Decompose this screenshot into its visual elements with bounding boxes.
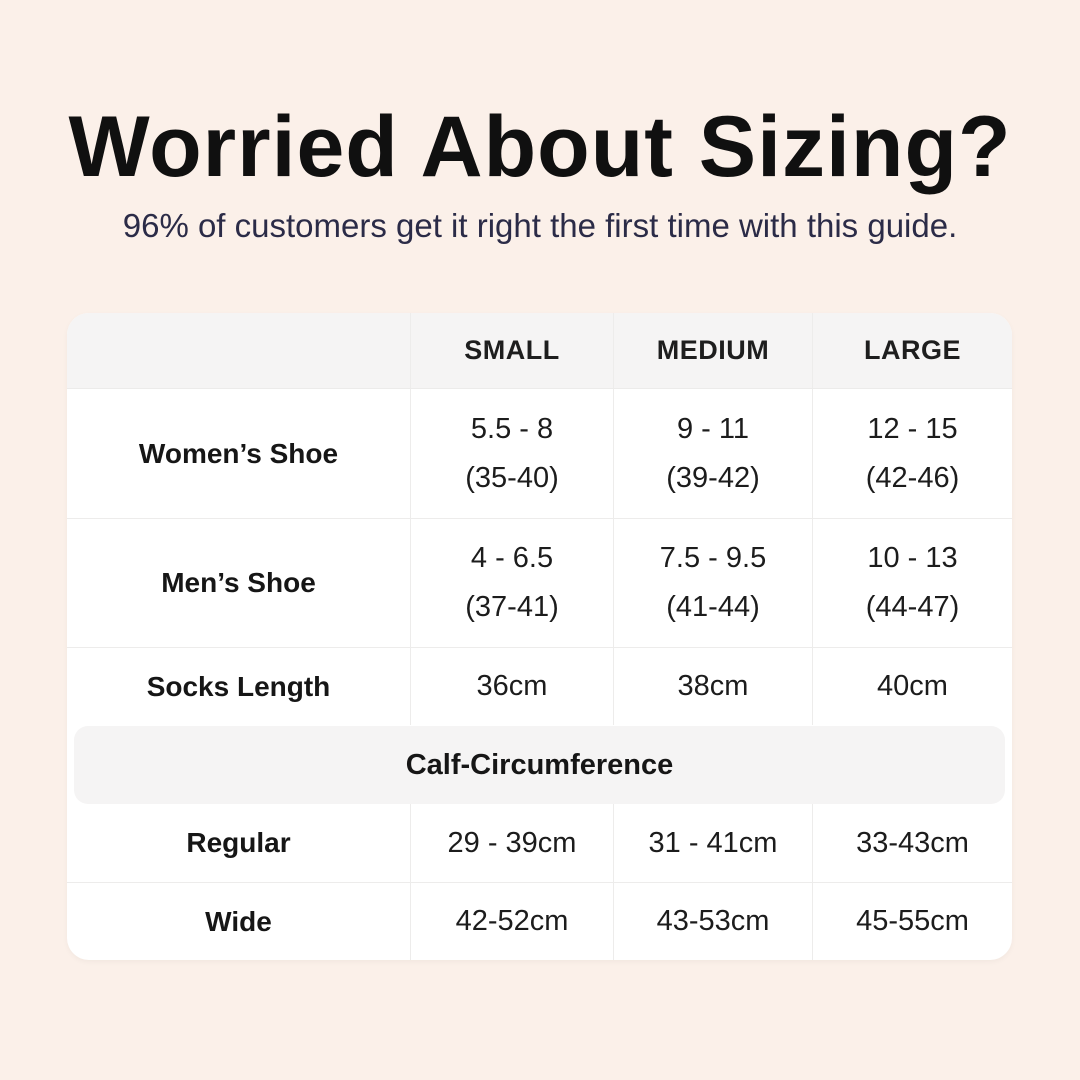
row-label: Socks Length: [146, 670, 331, 702]
size-value: 5.5 - 8: [470, 412, 554, 445]
size-value: 31 - 41cm: [648, 826, 778, 859]
row-label: Regular: [186, 827, 291, 858]
size-value: 38cm: [677, 670, 749, 702]
size-value: 4 - 6.5: [470, 542, 554, 574]
page-subtitle: 96% of customers get it right the first …: [122, 207, 958, 244]
size-value: (39-42): [666, 461, 760, 494]
table-row: Men’s Shoe 4 - 6.5 (37-41) 7.5 - 9.5 (41-44…: [67, 518, 1012, 647]
row-label-cell: Women’s Shoe: [67, 389, 410, 518]
size-cell: 42-52cm: [410, 883, 613, 960]
column-header-small: SMALL: [410, 313, 613, 388]
size-cell: 31 - 41cm: [613, 804, 812, 882]
size-table: SMALL MEDIUM LARGE Women’s Shoe 5.5 - 8 (…: [67, 313, 1012, 960]
column-header-medium: MEDIUM: [613, 313, 812, 388]
table-row: Socks Length 36cm 38cm 40cm: [67, 647, 1012, 725]
size-value: 9 - 11: [676, 412, 749, 445]
size-cell: 29 - 39cm: [410, 804, 613, 882]
size-value: (37-41): [465, 591, 559, 623]
size-cell: 43-53cm: [613, 883, 812, 960]
row-label-cell: Wide: [67, 883, 410, 960]
table-row: Women’s Shoe 5.5 - 8 (35-40) 9 - 11 (39-42)…: [67, 389, 1012, 518]
size-value: 29 - 39cm: [447, 826, 577, 859]
size-cell: 36cm: [410, 648, 613, 725]
size-cell: 45-55cm: [812, 883, 1012, 960]
size-value: 10 - 13: [867, 542, 958, 574]
row-label: Men’s Shoe: [161, 567, 316, 598]
row-label-cell: Regular: [67, 804, 410, 882]
row-label: Women’s Shoe: [138, 437, 339, 469]
table-header-row: SMALL MEDIUM LARGE: [67, 313, 1012, 389]
size-cell: 40cm: [812, 648, 1012, 725]
column-header-large: LARGE: [812, 313, 1012, 388]
section-header-row: Calf-Circumference: [67, 725, 1012, 804]
page-title: Worried About Sizing?: [68, 99, 1012, 195]
size-value: (44-47): [865, 591, 960, 623]
row-label-cell: Men’s Shoe: [67, 519, 410, 647]
size-cell: 38cm: [613, 648, 812, 725]
table-row: Wide 42-52cm 43-53cm 45-55cm: [67, 882, 1012, 960]
size-cell: 12 - 15 (42-46): [812, 389, 1012, 518]
row-label-cell: Socks Length: [67, 648, 410, 725]
row-label: Wide: [205, 905, 272, 937]
column-header-empty: [67, 313, 410, 388]
size-cell: 5.5 - 8 (35-40): [410, 389, 613, 518]
size-value: 7.5 - 9.5: [659, 542, 767, 574]
size-value: 12 - 15: [867, 412, 958, 445]
table-row: Regular 29 - 39cm 31 - 41cm 33-43cm: [67, 804, 1012, 882]
size-value: (42-46): [865, 461, 960, 494]
section-header-label: Calf-Circumference: [74, 726, 1005, 804]
size-cell: 33-43cm: [812, 804, 1012, 882]
size-value: 43-53cm: [656, 905, 770, 937]
size-value: 36cm: [476, 670, 548, 702]
size-value: (41-44): [666, 591, 760, 623]
size-value: 40cm: [877, 670, 948, 702]
size-cell: 9 - 11 (39-42): [613, 389, 812, 518]
size-cell: 4 - 6.5 (37-41): [410, 519, 613, 647]
size-value: 42-52cm: [455, 905, 569, 937]
size-value: 45-55cm: [856, 905, 969, 937]
size-value: 33-43cm: [856, 826, 969, 859]
size-cell: 7.5 - 9.5 (41-44): [613, 519, 812, 647]
size-value: (35-40): [465, 461, 559, 494]
size-cell: 10 - 13 (44-47): [812, 519, 1012, 647]
